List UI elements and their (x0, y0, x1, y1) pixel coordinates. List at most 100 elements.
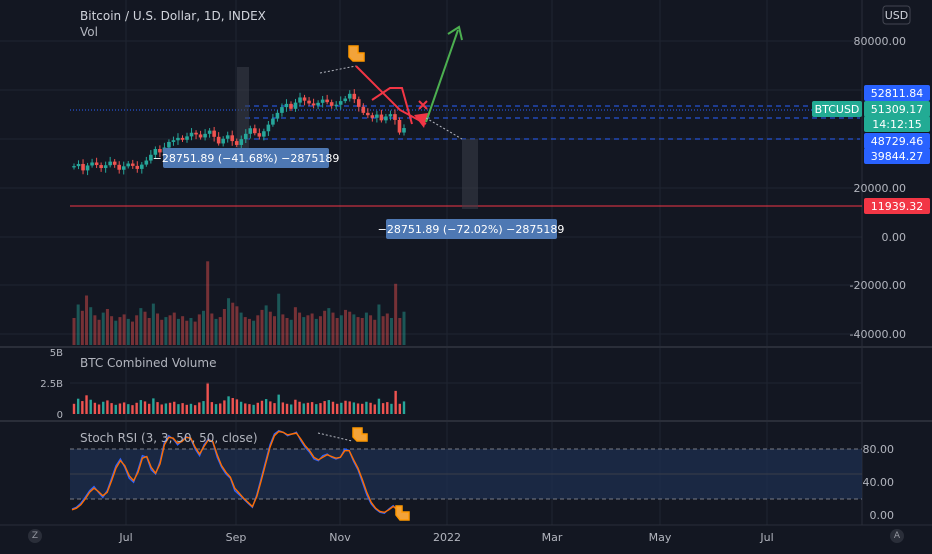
combined-volume-bar (185, 404, 188, 414)
volume-tick-label: 5B (50, 348, 63, 359)
price-axis[interactable]: 80000.00 20000.00 0.00 -20000.00 -40000.00 5B… (40, 35, 906, 522)
measure-label-1: −28751.89 (−41.68%) −2875189 (153, 152, 340, 165)
price-label: 52811.84 (871, 87, 924, 100)
candle-body (334, 104, 338, 106)
green-up-arrow[interactable] (425, 29, 459, 123)
combined-volume-bar (135, 402, 138, 414)
combined-volume-bar (377, 398, 381, 414)
price-tick-label: 80000.00 (854, 35, 907, 48)
price-label-box (864, 198, 930, 214)
candle-body (275, 112, 280, 119)
candle-body (329, 102, 334, 106)
volume-bar (268, 311, 272, 345)
combined-volume-bar (202, 401, 205, 414)
red-zigzag[interactable] (371, 87, 413, 125)
combined-volume-bar (348, 401, 351, 414)
stoch-tick-label: 80.00 (863, 443, 895, 456)
candle-body (212, 130, 216, 137)
candle-body (207, 130, 212, 134)
measure-label-2-box[interactable] (386, 219, 557, 239)
pointing-hand-icon[interactable] (348, 45, 365, 62)
stoch-title[interactable]: Stoch RSI (3, 3, 50, 50, close) (80, 431, 258, 445)
combined-volume-bar (156, 402, 159, 414)
candle-body (216, 136, 221, 144)
candle-body (185, 136, 189, 140)
candle-body (379, 114, 384, 121)
volume-bar (89, 307, 93, 345)
combined-volume-bar (335, 403, 339, 414)
candlestick-series (72, 89, 406, 176)
candle-body (117, 164, 122, 170)
combined-volume-bar (281, 402, 285, 414)
volume-bar (356, 317, 360, 345)
candle-body (76, 163, 81, 167)
combined-volume-bar (76, 398, 80, 414)
candle-body (280, 107, 284, 113)
red-x-marker[interactable] (418, 100, 428, 110)
volume-bar (143, 311, 147, 345)
candle-body (112, 161, 117, 165)
chart-title[interactable]: Bitcoin / U.S. Dollar, 1D, INDEX (80, 9, 266, 23)
vol-legend[interactable]: Vol (80, 25, 98, 39)
volume-bar (277, 293, 281, 345)
price-label-box (864, 133, 930, 149)
volume-bar (348, 311, 352, 345)
volume-bar (239, 312, 243, 345)
volume-bar (227, 298, 231, 345)
volume-bar (231, 302, 235, 345)
volume-bar (243, 317, 247, 345)
currency-button[interactable] (882, 5, 911, 25)
volume-bar (373, 319, 377, 345)
candle-body (149, 154, 153, 161)
time-axis[interactable]: Jul Sep Nov 2022 Mar May Jul (118, 531, 773, 544)
candle-body (90, 162, 94, 166)
combined-volume-bar (248, 404, 251, 414)
stoch-peak-trendline[interactable] (317, 432, 353, 442)
volume-bar (318, 316, 322, 345)
combined-volume-bar (319, 403, 322, 414)
pointing-hand-icon[interactable] (352, 427, 368, 442)
price-label-box (864, 148, 930, 164)
combined-volume-bar (277, 394, 280, 414)
combined-volume-bar (239, 401, 243, 414)
candle-body (144, 160, 149, 165)
volume-bar (126, 318, 130, 345)
candle-body (248, 128, 253, 134)
combined-volume-bar (306, 402, 310, 414)
price-label-box (864, 116, 930, 132)
zoom-button[interactable]: Z (28, 529, 42, 543)
combined-volume-bar (214, 404, 218, 414)
projection-dotted[interactable] (425, 117, 463, 140)
combined-volume-bar (127, 404, 130, 414)
combined-volume-bar (402, 401, 406, 414)
price-label: 51309.17 (871, 103, 924, 116)
candle-body (135, 165, 140, 169)
measure-label-1-box[interactable] (163, 148, 329, 168)
candle-body (375, 114, 379, 118)
combined-volume-bar (227, 396, 230, 414)
volume-bar (327, 308, 331, 345)
auto-scale-button[interactable]: A (890, 529, 904, 543)
candle-body (325, 99, 329, 103)
pointing-hand-icon[interactable] (395, 505, 410, 521)
volume-bar (206, 261, 210, 345)
combined-volume-bar (302, 403, 305, 414)
candle-body (167, 141, 171, 148)
candle-body (103, 165, 108, 169)
combined-volume-bar (93, 402, 97, 414)
stoch-tick-label: 40.00 (863, 476, 895, 489)
measure-range-2[interactable] (462, 139, 478, 209)
volume-bar (185, 320, 189, 345)
combined-volume-title[interactable]: BTC Combined Volume (80, 356, 216, 370)
volume-bar (176, 318, 180, 345)
combined-volume-bar (361, 403, 364, 414)
candle-body (198, 134, 203, 138)
combined-volume-bar (147, 403, 151, 414)
candle-body (293, 102, 298, 109)
time-tick-label: 2022 (433, 531, 461, 544)
volume-bar (156, 313, 160, 345)
candle-body (311, 103, 316, 106)
candle-body (108, 161, 112, 166)
